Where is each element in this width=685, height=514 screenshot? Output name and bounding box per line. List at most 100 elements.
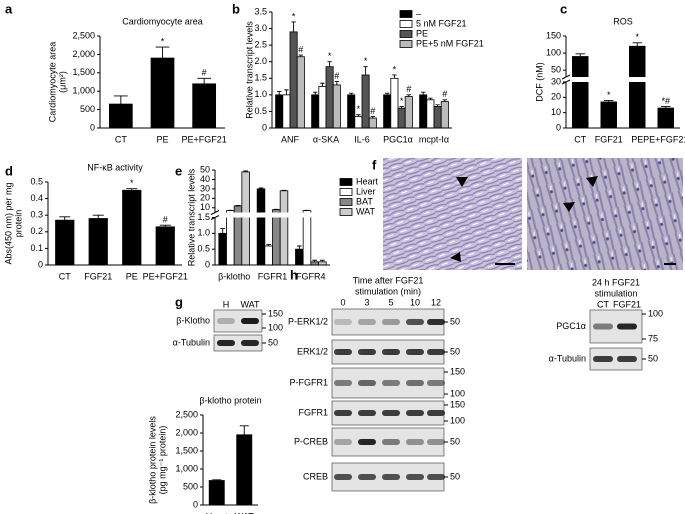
row-label: PGC1α bbox=[556, 321, 586, 331]
row-label: β-Klotho bbox=[176, 315, 210, 325]
bar bbox=[368, 117, 377, 129]
blot-band bbox=[382, 474, 400, 480]
x-tick-label: PE bbox=[126, 271, 138, 281]
y-axis-label: β-klotho protein levels bbox=[147, 416, 157, 504]
error-bar bbox=[356, 114, 361, 117]
legend-swatch bbox=[399, 20, 413, 28]
legend-swatch bbox=[339, 178, 353, 186]
x-tick-label: CT bbox=[115, 134, 127, 144]
x-tick-label: PE bbox=[631, 134, 643, 144]
blot-band bbox=[334, 474, 352, 480]
bar bbox=[192, 83, 217, 129]
y-tick-label: 0.1 bbox=[30, 243, 43, 253]
error-bar bbox=[291, 21, 296, 32]
x-tick-label: PE+FGF21 bbox=[143, 271, 188, 281]
legend-swatch bbox=[339, 208, 353, 216]
marker-label: 50 bbox=[450, 471, 460, 481]
bar bbox=[108, 103, 133, 129]
marker-label: 100 bbox=[268, 322, 283, 332]
y-tick-label: 1.0 bbox=[197, 228, 210, 238]
micrograph bbox=[383, 158, 522, 270]
x-tick-label: Heart bbox=[206, 511, 229, 514]
y-tick-label: 0.4 bbox=[30, 193, 43, 203]
y-tick-label: 10 bbox=[551, 107, 561, 117]
bar bbox=[332, 84, 341, 129]
blot-band bbox=[334, 349, 352, 355]
blot-band bbox=[406, 380, 424, 386]
arrowhead bbox=[563, 202, 575, 212]
marker-label: 150 bbox=[268, 308, 283, 318]
bar bbox=[419, 94, 428, 129]
x-tick-label: FGFR1 bbox=[258, 271, 288, 281]
blot-band bbox=[334, 380, 352, 386]
error-bar bbox=[277, 91, 282, 95]
legend-label: PE bbox=[416, 28, 428, 38]
row-label: CREB bbox=[303, 471, 328, 481]
x-tick-label: β-klotho bbox=[218, 271, 250, 281]
blot-band bbox=[382, 349, 400, 355]
chart-title: Cardiomyocyte area bbox=[122, 16, 203, 26]
bar bbox=[296, 56, 305, 129]
y-tick-label: 1.5 bbox=[197, 212, 210, 222]
error-bar bbox=[399, 106, 404, 109]
significance-marker: # bbox=[334, 71, 339, 81]
y-tick-label: 3.0 bbox=[254, 23, 267, 33]
blot-band bbox=[358, 319, 376, 325]
y-tick-label: 0.5 bbox=[254, 106, 267, 116]
error-bar bbox=[428, 97, 433, 100]
error-bar bbox=[604, 99, 614, 102]
bar bbox=[657, 107, 674, 129]
legend-label: BAT bbox=[356, 196, 373, 206]
blot-band bbox=[406, 474, 424, 480]
row-label: P-ERK1/2 bbox=[288, 316, 328, 326]
y-tick-label: 1.0 bbox=[254, 89, 267, 99]
bar bbox=[208, 480, 225, 506]
significance-marker: * bbox=[161, 36, 165, 46]
chart-title: NF-κB activity bbox=[87, 162, 143, 172]
y-axis-label: protein bbox=[13, 210, 23, 238]
y-tick-label: 100 bbox=[546, 47, 561, 57]
marker-label: 50 bbox=[648, 353, 658, 363]
panel-label: e bbox=[175, 163, 182, 178]
bar bbox=[155, 226, 175, 266]
error-bar bbox=[385, 92, 390, 95]
panel-label: f bbox=[372, 157, 377, 172]
error-bar bbox=[92, 214, 104, 219]
blot-band bbox=[241, 318, 259, 324]
bar bbox=[279, 190, 289, 266]
legend-swatch bbox=[399, 30, 413, 38]
y-tick-label: 1,500 bbox=[175, 445, 198, 455]
lane-label: WAT bbox=[241, 299, 260, 309]
error-bar bbox=[575, 53, 585, 57]
lane-label: FGF21 bbox=[613, 299, 641, 309]
blot-band bbox=[217, 318, 235, 324]
legend-label: 5 nM FGF21 bbox=[416, 18, 467, 28]
row-label: P-CREB bbox=[294, 436, 328, 446]
marker-label: 100 bbox=[450, 388, 465, 398]
y-tick-label: 0.5 bbox=[30, 176, 43, 186]
error-bar bbox=[349, 92, 354, 95]
blot-band bbox=[358, 349, 376, 355]
x-tick-label: CT bbox=[59, 271, 71, 281]
arrowhead bbox=[450, 252, 461, 262]
bar bbox=[302, 210, 312, 266]
panel-label: h bbox=[290, 267, 298, 282]
y-tick-label: 30 bbox=[200, 183, 210, 193]
panel-label: a bbox=[5, 1, 13, 16]
legend-swatch bbox=[339, 188, 353, 196]
y-tick-label: 0 bbox=[38, 259, 43, 269]
lane-label: 12 bbox=[431, 297, 441, 307]
significance-marker: # bbox=[298, 44, 303, 54]
y-axis-label: Relative transcript levels bbox=[244, 21, 254, 119]
marker-label: 100 bbox=[450, 415, 465, 425]
blot-band bbox=[427, 380, 445, 386]
y-tick-label: 50 bbox=[200, 164, 210, 174]
marker-label: 50 bbox=[450, 436, 460, 446]
x-tick-label: CT bbox=[574, 134, 586, 144]
bar bbox=[629, 45, 646, 129]
error-bar bbox=[327, 61, 332, 67]
legend-label: Heart bbox=[356, 176, 379, 186]
blot-band bbox=[406, 439, 424, 445]
blot-heading: stimulation bbox=[594, 288, 637, 298]
blot-heading: 24 h FGF21 bbox=[592, 277, 640, 287]
